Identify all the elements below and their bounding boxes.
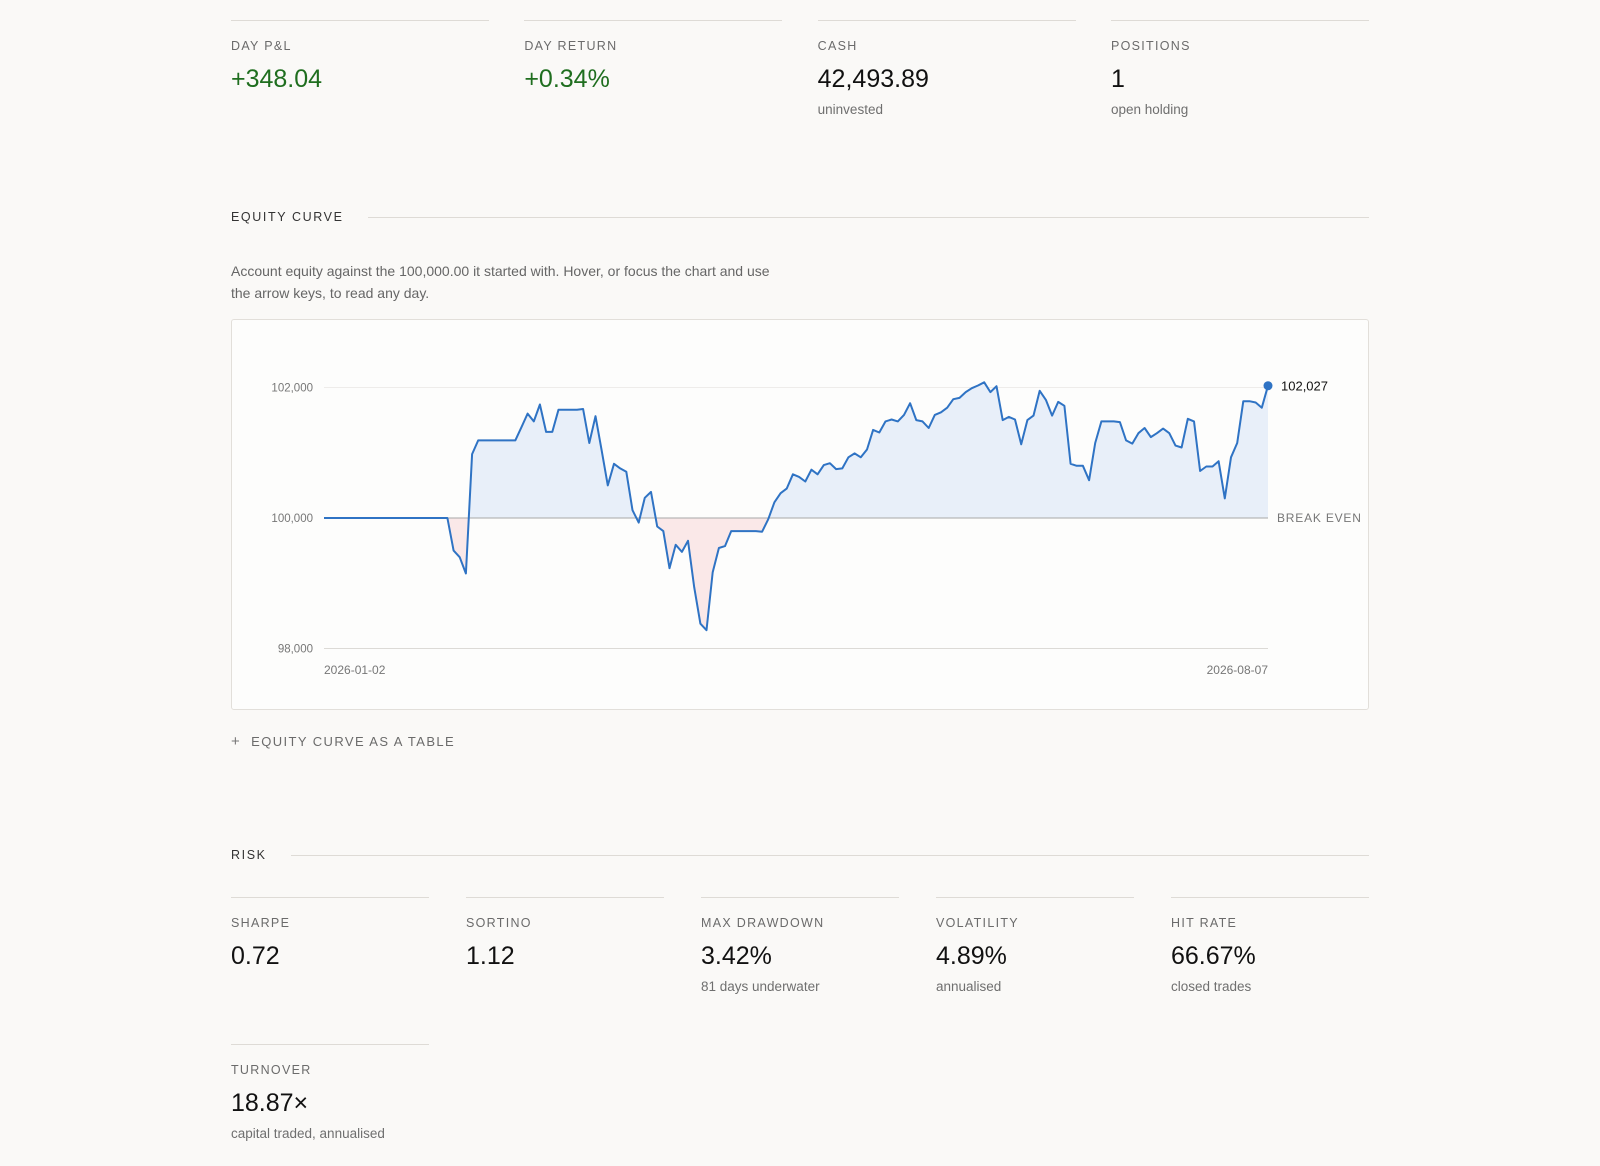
equity-table-toggle[interactable]: + EQUITY CURVE AS A TABLE xyxy=(231,733,455,750)
stat-value: +0.34% xyxy=(524,65,610,93)
metric-max-drawdown: MAX DRAWDOWN 3.42% 81 days underwater xyxy=(701,897,899,1019)
metric-hit-rate: HIT RATE 66.67% closed trades xyxy=(1171,897,1369,1019)
metric-value: 1.12 xyxy=(466,942,515,970)
metric-label: SHARPE xyxy=(231,916,291,930)
y-tick-label: 102,000 xyxy=(271,383,313,395)
stat-label: DAY P&L xyxy=(231,39,292,53)
x-tick-start: 2026-01-02 xyxy=(324,663,386,677)
metric-value: 18.87× xyxy=(231,1089,309,1117)
metric-sub: 81 days underwater xyxy=(701,979,820,994)
section-title: RISK xyxy=(231,848,267,862)
risk-section-header: RISK xyxy=(231,848,1369,862)
metric-sub: capital traded, annualised xyxy=(231,1126,385,1141)
stat-label: CASH xyxy=(817,39,858,53)
stat-label: POSITIONS xyxy=(1110,39,1191,53)
metric-value: 66.67% xyxy=(1171,942,1256,970)
stat-cash: CASH 42,493.89 uninvested xyxy=(817,20,1076,139)
metric-sharpe: SHARPE 0.72 xyxy=(231,897,429,1019)
metric-value: 3.42% xyxy=(701,942,772,970)
metric-turnover: TURNOVER 18.87× capital traded, annualis… xyxy=(231,1044,429,1166)
table-toggle-label: EQUITY CURVE AS A TABLE xyxy=(251,734,456,749)
y-tick-label: 98,000 xyxy=(278,644,313,656)
plus-icon: + xyxy=(231,733,242,750)
metric-label: VOLATILITY xyxy=(936,916,1019,930)
stat-label: DAY RETURN xyxy=(524,39,618,53)
last-value-point xyxy=(1263,381,1273,391)
y-tick-label: 100,000 xyxy=(271,513,313,525)
metric-label: MAX DRAWDOWN xyxy=(701,916,825,930)
metric-label: HIT RATE xyxy=(1171,916,1238,930)
equity-section-header: EQUITY CURVE xyxy=(231,210,1369,224)
break-even-label: BREAK EVEN xyxy=(1277,511,1362,525)
metric-sortino: SORTINO 1.12 xyxy=(466,897,664,1019)
metric-value: 4.89% xyxy=(936,942,1007,970)
stat-value: 42,493.89 xyxy=(817,65,929,93)
above-break-even-area xyxy=(324,382,1268,518)
equity-chart-svg: 102,027 102,000 100,000 98,000 BREAK EVE… xyxy=(271,379,1362,677)
stat-day-pnl: DAY P&L +348.04 xyxy=(231,20,489,139)
stat-value: 1 xyxy=(1110,65,1125,93)
equity-chart[interactable]: 102,027 102,000 100,000 98,000 BREAK EVE… xyxy=(231,319,1369,710)
metric-value: 0.72 xyxy=(231,942,280,970)
metric-sub: annualised xyxy=(936,979,1002,994)
stat-sub: uninvested xyxy=(817,102,883,117)
section-divider xyxy=(367,216,1369,218)
metric-sub: closed trades xyxy=(1171,979,1252,994)
metric-label: TURNOVER xyxy=(231,1063,312,1077)
section-divider xyxy=(290,854,1369,856)
stat-value: +348.04 xyxy=(231,65,323,93)
equity-series-line xyxy=(324,381,1269,632)
metric-volatility: VOLATILITY 4.89% annualised xyxy=(936,897,1134,1019)
stat-day-return: DAY RETURN +0.34% xyxy=(524,20,783,139)
equity-description: Account equity against the 100,000.00 it… xyxy=(231,263,770,301)
section-title: EQUITY CURVE xyxy=(231,210,344,224)
last-value-label: 102,027 xyxy=(1281,379,1328,394)
metric-label: SORTINO xyxy=(466,916,532,930)
x-tick-end: 2026-08-07 xyxy=(1207,663,1269,677)
risk-metrics: SHARPE 0.72 SORTINO 1.12 MAX DRAWDOWN 3.… xyxy=(231,897,1369,1166)
summary-stats: DAY P&L +348.04 DAY RETURN +0.34% CASH 4… xyxy=(231,20,1369,139)
stat-positions: POSITIONS 1 open holding xyxy=(1110,20,1369,139)
stat-sub: open holding xyxy=(1110,102,1189,117)
